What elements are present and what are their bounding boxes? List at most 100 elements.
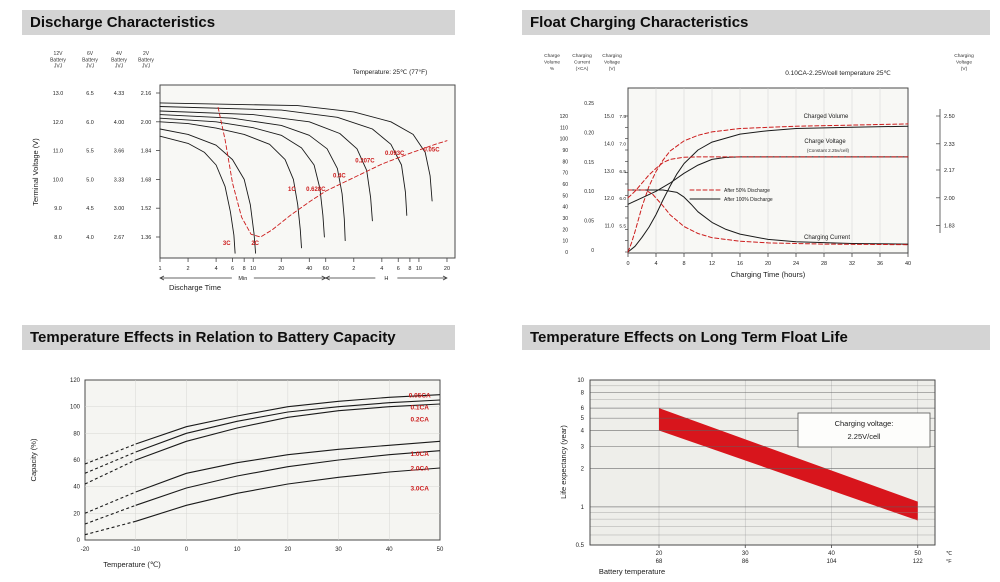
volume-tick-label: 40 (562, 205, 568, 211)
x-tick-label-fahrenheit: 122 (913, 559, 924, 565)
y-tick-label: 11.0 (53, 149, 63, 155)
axis-column-header: (V) (609, 66, 616, 72)
x-tick-label: 6 (231, 266, 234, 272)
series-0.093C (159, 106, 408, 216)
series-1C (159, 121, 302, 249)
axis-column-header: (V) (961, 66, 968, 72)
series-0.1CA (135, 399, 441, 453)
x-unit-fahrenheit: °F (946, 559, 952, 565)
x-tick-label-celsius: 20 (656, 551, 663, 557)
x-tick-label: 0 (626, 261, 629, 267)
curve-label: 0.1CA (410, 404, 429, 411)
axis-column-header: Battery (111, 57, 127, 63)
axis-column-header: Charging (954, 53, 974, 59)
x-tick-label-fahrenheit: 104 (826, 559, 837, 565)
series-0.1CA-dashed (84, 451, 136, 474)
section-title-float-charging: Float Charging Characteristics (522, 10, 990, 35)
x-tick-label: 8 (243, 266, 246, 272)
y-tick-label: 4.5 (86, 206, 94, 212)
x-axis-title: Charging Time (hours) (731, 270, 806, 279)
x-tick-label-fahrenheit: 68 (656, 559, 663, 565)
axis-column-header: Charging (572, 53, 592, 59)
series-0.05CA-dashed (84, 443, 136, 465)
x-tick-label: 4 (215, 266, 218, 272)
volume-tick-label: 10 (562, 239, 568, 245)
curve-label: Charge Voltage (804, 139, 846, 145)
voltage6-tick-label: 7.5 (619, 114, 626, 120)
axis-column-header: (×CA) (576, 66, 589, 72)
charging-voltage-annotation-box (797, 412, 931, 448)
voltage12-tick-label: 14.0 (604, 141, 614, 147)
current-tick-label: 0.20 (584, 130, 594, 136)
y-tick-label: 2 (581, 467, 585, 473)
legend-label: After 100% Discharge (724, 197, 773, 203)
curve-label: 0.207C (355, 158, 375, 164)
x-tick-label: 10 (250, 266, 256, 272)
series-0.628C (159, 117, 325, 238)
series-0.207C (159, 110, 373, 222)
voltage12-tick-label: 13.0 (604, 169, 614, 175)
curve-label: 0.093C (385, 151, 405, 157)
x-tick-label: 16 (737, 261, 743, 267)
x-tick-label: 4 (654, 261, 657, 267)
y-tick-label: 120 (70, 378, 81, 384)
volume-tick-label: 90 (562, 148, 568, 154)
x-tick-label: 60 (323, 266, 329, 272)
curve-label: 3C (223, 241, 231, 247)
series-2.0CA-dashed (84, 504, 136, 525)
y-axis-title: Terminal Voltage (V) (31, 138, 40, 206)
curve-label: 0.2CA (410, 416, 429, 423)
curve-label: Charged Volume (804, 114, 849, 120)
y-tick-label: 0.5 (576, 543, 585, 549)
discharge-chart: 12VBatteryJVJ13.012.011.010.09.08.06VBat… (31, 51, 456, 292)
x-tick-label-celsius: 30 (742, 551, 749, 557)
section-title-discharge: Discharge Characteristics (22, 10, 455, 35)
x-tick-label: 40 (386, 547, 393, 553)
right-voltage-tick-label: 1.83 (944, 224, 955, 230)
x-tick-label: 20 (765, 261, 771, 267)
axis-column-header: 12V (54, 51, 64, 57)
y-tick-label: 4.00 (114, 120, 125, 126)
y-tick-label: 6 (581, 406, 585, 412)
x-tick-label: 10 (416, 266, 422, 272)
y-tick-label: 5 (581, 416, 585, 422)
y-tick-label: 1.36 (141, 235, 152, 241)
axis-column-header: 2V (143, 51, 150, 57)
volume-tick-label: 110 (560, 125, 568, 131)
axis-column-header: Charge (544, 53, 560, 59)
curve-label: 0.05CA (409, 392, 431, 399)
axis-column-header: 6V (87, 51, 94, 57)
current-tick-label: 0.25 (584, 101, 594, 107)
x-tick-label: 8 (408, 266, 411, 272)
x-tick-label: 28 (821, 261, 827, 267)
x-tick-label: 2 (352, 266, 355, 272)
series-2.0CA (135, 450, 441, 506)
annotation-line: Charging voltage: (835, 419, 894, 428)
y-tick-label: 9.0 (54, 206, 62, 212)
series-charging-current-50 (627, 189, 909, 246)
y-tick-label: 3 (581, 444, 585, 450)
curve-label: Charging Current (804, 235, 850, 241)
axis-column-header: Battery (138, 57, 154, 63)
voltage6-tick-label: 5.5 (619, 224, 626, 230)
section-title-float-life: Temperature Effects on Long Term Float L… (522, 325, 990, 350)
y-tick-label: 2.16 (141, 91, 152, 97)
y-tick-label: 0 (77, 538, 81, 544)
x-tick-label: 6 (397, 266, 400, 272)
y-tick-label: 1.52 (141, 206, 152, 212)
curve-label: 3.0CA (410, 486, 429, 493)
temperature-note: Temperature: 25℃ (77°F) (353, 68, 428, 76)
series-2C (159, 128, 257, 254)
axis-column-header: JVJ (115, 64, 124, 70)
x-tick-label: 4 (380, 266, 383, 272)
y-tick-label: 1 (581, 505, 585, 511)
y-tick-label: 80 (73, 431, 80, 437)
y-axis-title: Capacity (%) (29, 438, 38, 481)
x-tick-label: 40 (905, 261, 911, 267)
y-tick-label: 13.0 (53, 91, 64, 97)
axis-column-header: Volume (544, 60, 560, 66)
x-tick-label: -10 (131, 547, 140, 553)
y-tick-label: 5.5 (86, 149, 94, 155)
axis-column-header: Battery (82, 57, 98, 63)
x-tick-label: 20 (444, 266, 450, 272)
